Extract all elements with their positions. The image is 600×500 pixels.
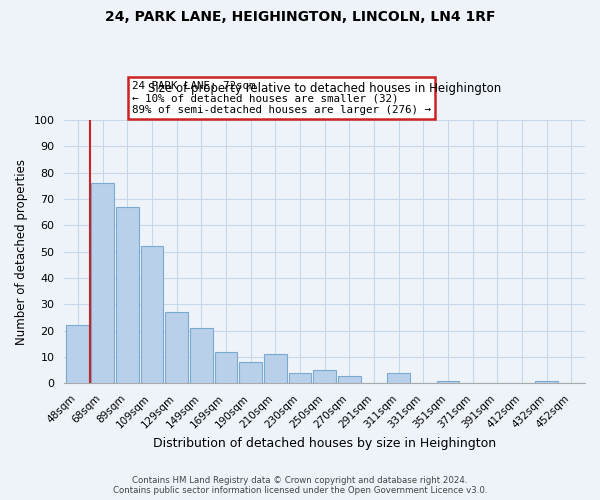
Bar [388, 373, 410, 384]
Title: Size of property relative to detached houses in Heighington: Size of property relative to detached ho… [148, 82, 501, 95]
Bar [67, 326, 89, 384]
Bar [91, 183, 114, 384]
X-axis label: Distribution of detached houses by size in Heighington: Distribution of detached houses by size … [153, 437, 496, 450]
Bar [289, 373, 311, 384]
Text: Contains HM Land Registry data © Crown copyright and database right 2024.
Contai: Contains HM Land Registry data © Crown c… [113, 476, 487, 495]
Bar [535, 381, 558, 384]
Bar [140, 246, 163, 384]
Bar [264, 354, 287, 384]
Bar [239, 362, 262, 384]
Bar [437, 381, 460, 384]
Bar [116, 207, 139, 384]
Bar [338, 376, 361, 384]
Bar [313, 370, 336, 384]
Text: 24 PARK LANE: 72sqm
← 10% of detached houses are smaller (32)
89% of semi-detach: 24 PARK LANE: 72sqm ← 10% of detached ho… [132, 82, 431, 114]
Y-axis label: Number of detached properties: Number of detached properties [15, 158, 28, 344]
Text: 24, PARK LANE, HEIGHINGTON, LINCOLN, LN4 1RF: 24, PARK LANE, HEIGHINGTON, LINCOLN, LN4… [105, 10, 495, 24]
Bar [165, 312, 188, 384]
Bar [215, 352, 237, 384]
Bar [190, 328, 212, 384]
